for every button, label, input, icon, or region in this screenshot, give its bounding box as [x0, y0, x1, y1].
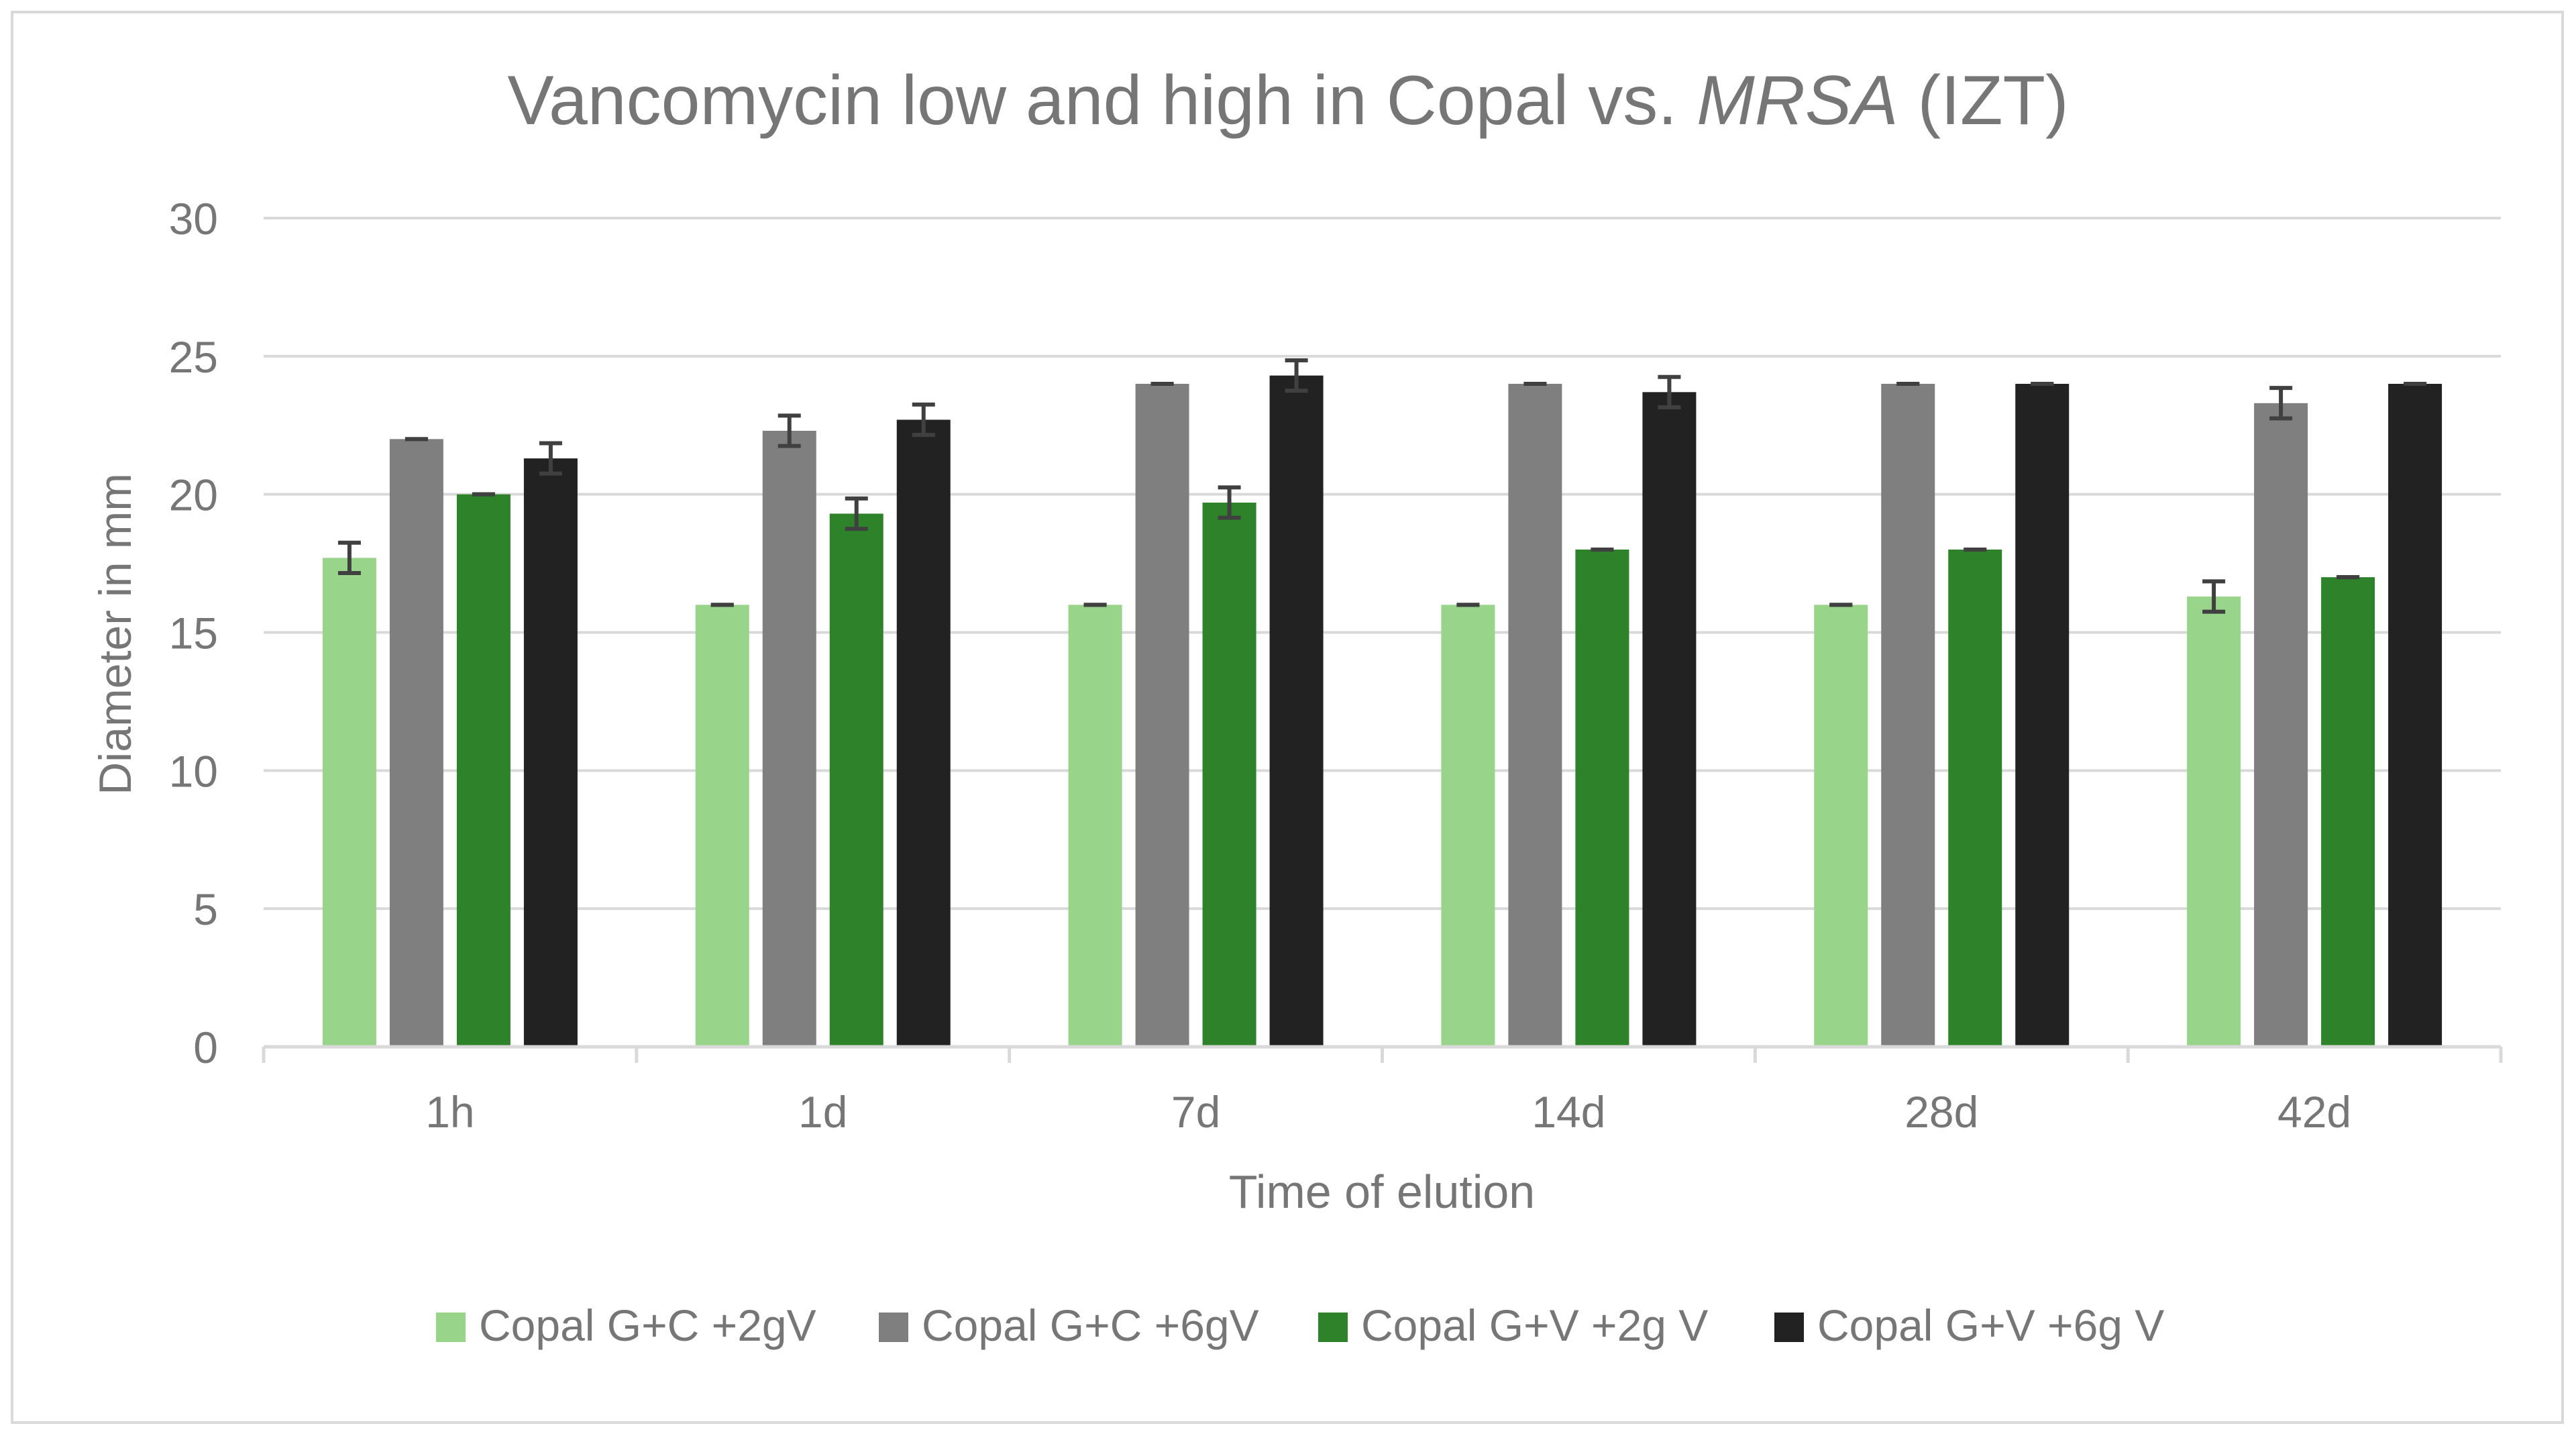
legend-label: Copal G+V +6g V: [1817, 1300, 2164, 1350]
bar: [695, 605, 749, 1047]
bars: [322, 358, 2443, 1047]
bar: [1441, 605, 1495, 1047]
legend-entry: Copal G+C +6gV: [879, 1300, 1259, 1350]
legend-label: Copal G+C +2gV: [479, 1300, 816, 1350]
error-bar: [845, 496, 868, 531]
chart-title-part: Vancomycin low and high in Copal vs.: [507, 62, 1697, 140]
x-tick-label: 14d: [1532, 1087, 1605, 1137]
error-bar: [1218, 485, 1241, 520]
error-bar: [912, 402, 935, 438]
bar: [2388, 384, 2443, 1047]
error-bar: [777, 413, 801, 448]
gridlines: [264, 217, 2501, 911]
bar: [762, 430, 816, 1047]
axes: 0 5 10 15 20 25 30 1h 1d 7d 14d 28d 42d: [169, 194, 2503, 1137]
legend-label: Copal G+C +6gV: [922, 1300, 1259, 1350]
bar: [1202, 503, 1256, 1047]
x-tick-label: 1d: [798, 1087, 847, 1137]
y-tick-label: 10: [169, 746, 218, 796]
bar: [829, 513, 883, 1047]
error-bar: [337, 540, 361, 575]
x-tick-label: 1h: [425, 1087, 474, 1137]
chart-title: Vancomycin low and high in Copal vs. MRS…: [507, 62, 2068, 140]
error-bar: [1658, 374, 1681, 409]
bar: [1948, 550, 2002, 1047]
bar: [1269, 375, 1324, 1047]
x-tick-label: 28d: [1904, 1087, 1978, 1137]
bar: [389, 439, 443, 1047]
chart-title-part: MRSA: [1697, 62, 1898, 140]
bar: [2254, 403, 2308, 1047]
y-axis-label: Diameter in mm: [90, 473, 141, 795]
bar: [896, 419, 951, 1047]
y-tick-label: 20: [169, 470, 218, 520]
legend-entry: Copal G+V +2g V: [1318, 1300, 1708, 1350]
bar: [2015, 384, 2070, 1047]
y-tick-label: 30: [169, 194, 218, 244]
y-tick-label: 25: [169, 332, 218, 382]
y-tick-label: 15: [169, 609, 218, 658]
bar: [1135, 384, 1189, 1047]
y-tick-label: 0: [193, 1023, 218, 1072]
bar: [456, 494, 511, 1047]
error-bar: [2202, 579, 2226, 614]
legend-swatch: [879, 1313, 908, 1342]
bar: [1881, 384, 1935, 1047]
bar: [322, 558, 376, 1047]
x-axis-label: Time of elution: [1229, 1166, 1536, 1218]
bar: [1068, 605, 1122, 1047]
bar: [2187, 596, 2241, 1047]
legend-swatch: [436, 1313, 466, 1342]
bar: [1508, 384, 1562, 1047]
x-tick-label: 7d: [1171, 1087, 1220, 1137]
bar: [2321, 577, 2375, 1047]
x-tick-label: 42d: [2277, 1087, 2351, 1137]
legend-label: Copal G+V +2g V: [1361, 1300, 1708, 1350]
legend-entry: Copal G+V +6g V: [1774, 1300, 2164, 1350]
error-bar: [1285, 358, 1308, 393]
bar: [523, 458, 578, 1047]
bar: [1575, 550, 1629, 1047]
legend-swatch: [1318, 1313, 1348, 1342]
legend-swatch: [1774, 1313, 1804, 1342]
chart-title-part: (IZT): [1898, 62, 2069, 140]
y-tick-label: 5: [193, 884, 218, 934]
error-bar: [539, 441, 562, 476]
legend: Copal G+C +2gV Copal G+C +6gV Copal G+V +2…: [436, 1300, 2164, 1350]
bar: [1642, 392, 1697, 1047]
bar: [1814, 605, 1868, 1047]
legend-entry: Copal G+C +2gV: [436, 1300, 816, 1350]
error-bar: [2269, 386, 2293, 421]
